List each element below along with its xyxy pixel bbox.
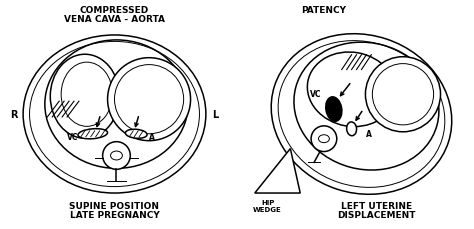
Text: HIP
WEDGE: HIP WEDGE (253, 199, 282, 212)
Text: DISPLACEMENT: DISPLACEMENT (337, 210, 416, 219)
Ellipse shape (271, 35, 452, 194)
Ellipse shape (78, 129, 108, 139)
Text: VC: VC (67, 133, 79, 142)
Text: VENA CAVA - AORTA: VENA CAVA - AORTA (64, 15, 165, 24)
Text: PATENCY: PATENCY (301, 6, 346, 15)
Ellipse shape (23, 36, 206, 193)
Circle shape (108, 58, 191, 141)
Polygon shape (255, 149, 300, 193)
Ellipse shape (346, 122, 356, 136)
Text: A: A (366, 130, 372, 139)
Circle shape (103, 142, 130, 170)
Text: R: R (10, 109, 18, 120)
Text: VC: VC (310, 89, 322, 98)
Text: LATE PREGNANCY: LATE PREGNANCY (70, 210, 159, 219)
Text: LEFT UTERINE: LEFT UTERINE (341, 202, 412, 210)
Circle shape (311, 126, 337, 152)
Text: A: A (149, 133, 155, 142)
Ellipse shape (126, 130, 147, 139)
Circle shape (365, 57, 440, 132)
Ellipse shape (326, 97, 342, 122)
Text: SUPINE POSITION: SUPINE POSITION (70, 202, 159, 210)
Text: COMPRESSED: COMPRESSED (80, 6, 149, 15)
Text: L: L (212, 109, 219, 120)
